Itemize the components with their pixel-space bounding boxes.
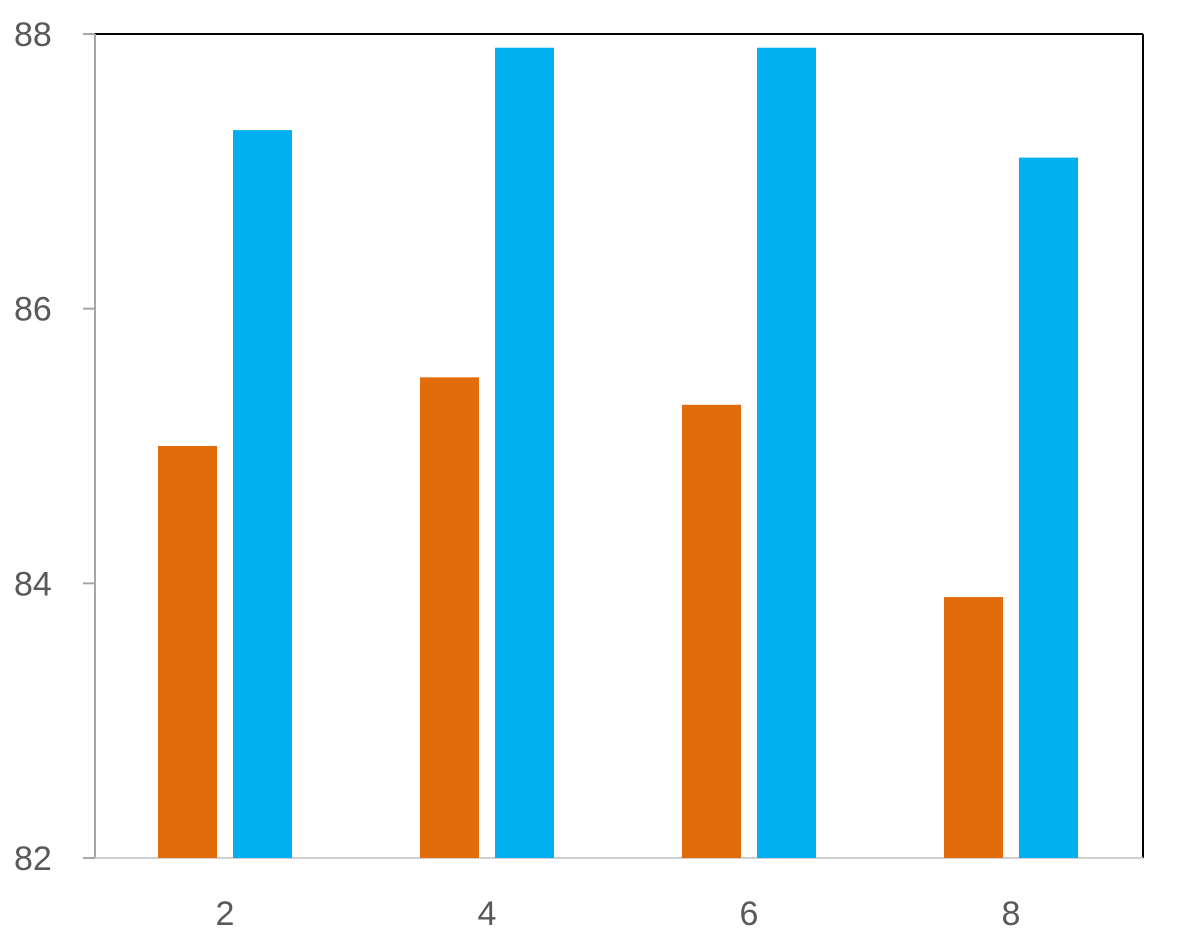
y-tick-label: 88 [14,16,52,54]
bar-series-2-2 [233,130,292,859]
y-axis-ticks: 82 84 86 88 [14,16,95,878]
bar-series-1-8 [944,597,1003,858]
bars [158,47,1078,859]
y-tick-label: 84 [14,565,52,603]
bar-series-1-2 [158,446,217,858]
x-tick-label: 2 [216,895,235,933]
bar-series-1-4 [420,377,479,858]
y-tick-label: 82 [14,840,52,878]
x-tick-label: 6 [740,895,759,933]
y-tick-label: 86 [14,291,52,329]
bar-series-2-6 [757,47,816,858]
bar-series-2-8 [1019,157,1078,859]
x-axis-ticks: 2 4 6 8 [216,895,1021,933]
x-tick-label: 4 [478,895,497,933]
bar-series-1-6 [682,404,741,858]
bar-series-2-4 [495,47,554,858]
x-tick-label: 8 [1002,895,1021,933]
